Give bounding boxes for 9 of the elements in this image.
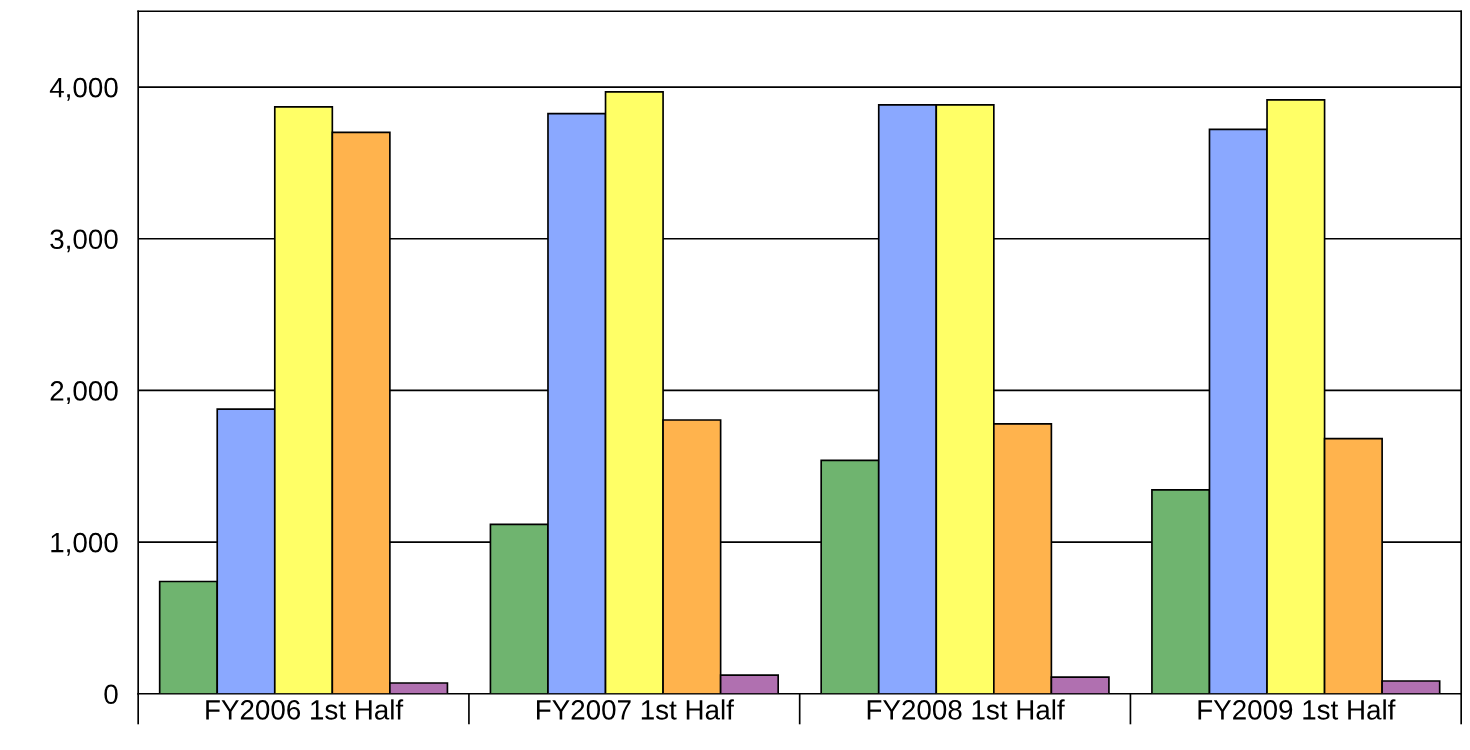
y-tick-label: 3,000 bbox=[50, 229, 118, 253]
x-tick-label: FY2008 1st Half bbox=[867, 699, 1065, 720]
y-tick-label: 2,000 bbox=[50, 381, 118, 405]
x-tick-label: FY2007 1st Half bbox=[537, 699, 734, 720]
x-tick-label: FY2009 1st Half bbox=[1198, 699, 1396, 720]
y-tick-label: 1,000 bbox=[51, 532, 118, 556]
y-tick-label: 4,000 bbox=[49, 77, 118, 101]
x-tick-label: FY2006 1st Half bbox=[206, 699, 404, 720]
y-tick-label: 0 bbox=[104, 684, 118, 705]
